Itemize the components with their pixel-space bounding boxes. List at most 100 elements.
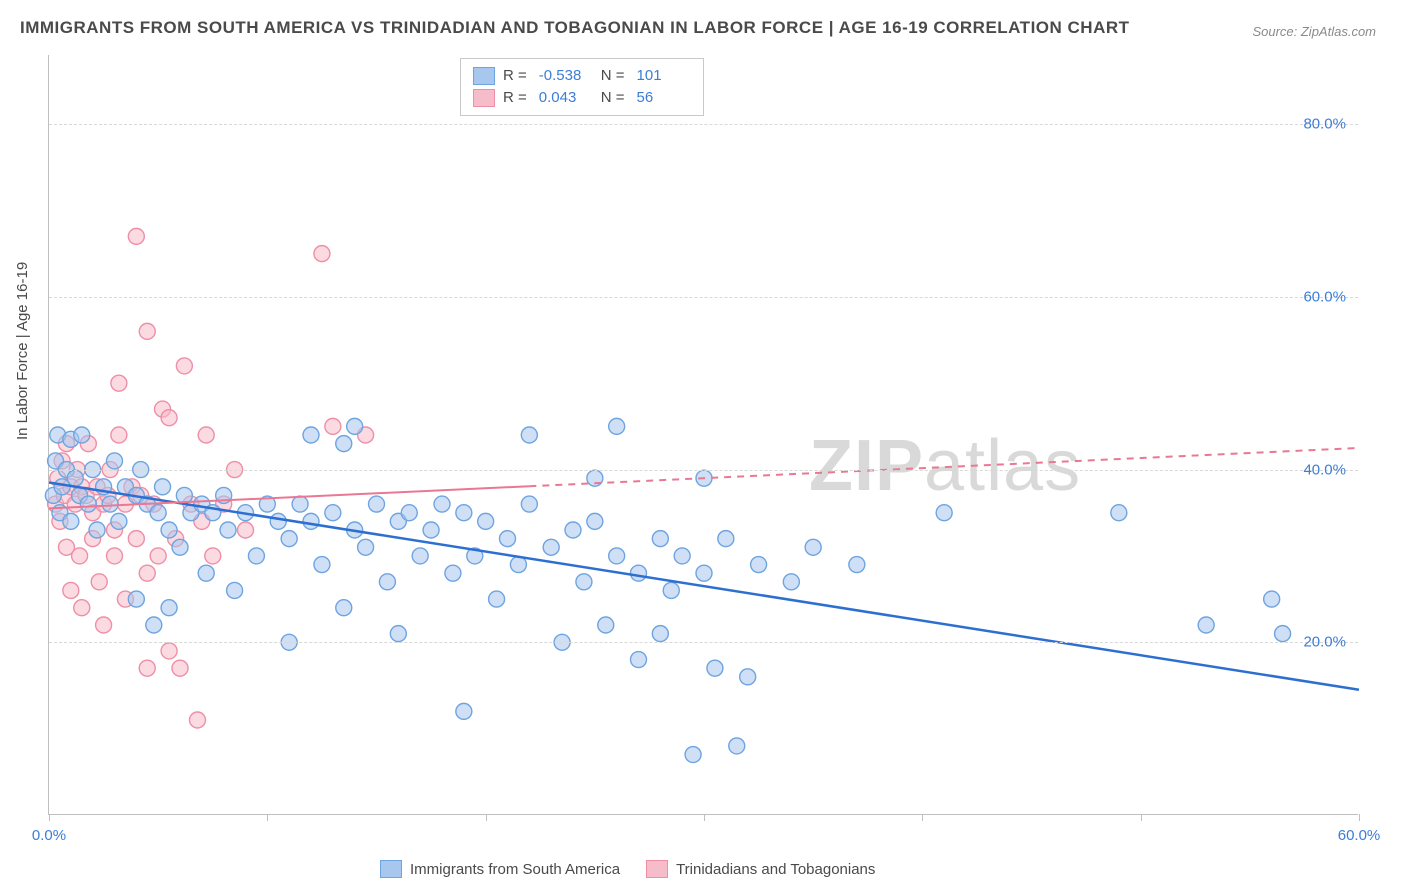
n-label: N = xyxy=(601,87,625,109)
scatter-point xyxy=(111,513,127,529)
r-label: R = xyxy=(503,65,527,87)
scatter-point xyxy=(303,427,319,443)
scatter-point xyxy=(111,427,127,443)
scatter-point xyxy=(805,539,821,555)
scatter-point xyxy=(609,418,625,434)
scatter-point xyxy=(161,600,177,616)
scatter-point xyxy=(369,496,385,512)
scatter-point xyxy=(128,531,144,547)
scatter-point xyxy=(67,470,83,486)
x-tick-label: 0.0% xyxy=(32,827,66,844)
scatter-point xyxy=(161,410,177,426)
legend-label-b: Trinidadians and Tobagonians xyxy=(676,861,875,878)
scatter-point xyxy=(663,582,679,598)
trend-line xyxy=(49,483,1359,690)
scatter-point xyxy=(220,522,236,538)
scatter-point xyxy=(751,557,767,573)
legend-swatch-pink xyxy=(646,860,668,878)
r-label: R = xyxy=(503,87,527,109)
scatter-point xyxy=(576,574,592,590)
legend-label-a: Immigrants from South America xyxy=(410,861,620,878)
legend-row-series-a: R = -0.538 N = 101 xyxy=(473,65,691,87)
scatter-point xyxy=(718,531,734,547)
scatter-point xyxy=(205,548,221,564)
scatter-point xyxy=(685,747,701,763)
scatter-point xyxy=(358,539,374,555)
scatter-point xyxy=(740,669,756,685)
scatter-point xyxy=(729,738,745,754)
legend-swatch-blue xyxy=(380,860,402,878)
scatter-point xyxy=(543,539,559,555)
scatter-point xyxy=(598,617,614,633)
plot-area: ZIPatlas 20.0%40.0%60.0%80.0%0.0%60.0% xyxy=(48,55,1358,815)
scatter-point xyxy=(128,591,144,607)
scatter-point xyxy=(631,652,647,668)
scatter-point xyxy=(139,323,155,339)
scatter-point xyxy=(707,660,723,676)
scatter-point xyxy=(500,531,516,547)
scatter-point xyxy=(423,522,439,538)
chart-title: IMMIGRANTS FROM SOUTH AMERICA VS TRINIDA… xyxy=(20,18,1130,38)
scatter-point xyxy=(248,548,264,564)
scatter-point xyxy=(336,600,352,616)
scatter-point xyxy=(631,565,647,581)
scatter-point xyxy=(227,582,243,598)
legend-swatch-pink xyxy=(473,89,495,107)
source-label: Source: ZipAtlas.com xyxy=(1252,24,1376,39)
scatter-point xyxy=(587,513,603,529)
scatter-point xyxy=(674,548,690,564)
scatter-point xyxy=(189,712,205,728)
scatter-point xyxy=(74,427,90,443)
legend-swatch-blue xyxy=(473,67,495,85)
scatter-point xyxy=(102,496,118,512)
scatter-point xyxy=(303,513,319,529)
scatter-point xyxy=(336,436,352,452)
scatter-point xyxy=(401,505,417,521)
scatter-point xyxy=(111,375,127,391)
scatter-point xyxy=(936,505,952,521)
scatter-point xyxy=(314,557,330,573)
scatter-point xyxy=(1111,505,1127,521)
scatter-point xyxy=(696,565,712,581)
scatter-point xyxy=(849,557,865,573)
scatter-point xyxy=(172,660,188,676)
r-value-a: -0.538 xyxy=(539,65,593,87)
scatter-point xyxy=(456,505,472,521)
scatter-point xyxy=(150,505,166,521)
legend-row-series-b: R = 0.043 N = 56 xyxy=(473,87,691,109)
scatter-point xyxy=(139,660,155,676)
scatter-point xyxy=(434,496,450,512)
scatter-point xyxy=(238,522,254,538)
trend-line-dashed xyxy=(529,448,1359,486)
legend-item-b: Trinidadians and Tobagonians xyxy=(646,860,875,878)
scatter-point xyxy=(161,643,177,659)
scatter-point xyxy=(1264,591,1280,607)
scatter-point xyxy=(565,522,581,538)
scatter-point xyxy=(412,548,428,564)
scatter-point xyxy=(489,591,505,607)
scatter-point xyxy=(347,418,363,434)
y-tick-label: 40.0% xyxy=(1303,461,1346,478)
scatter-point xyxy=(107,453,123,469)
scatter-point xyxy=(96,617,112,633)
scatter-point xyxy=(609,548,625,564)
scatter-point xyxy=(652,531,668,547)
n-label: N = xyxy=(601,65,625,87)
legend-item-a: Immigrants from South America xyxy=(380,860,620,878)
scatter-point xyxy=(783,574,799,590)
scatter-point xyxy=(1198,617,1214,633)
scatter-point xyxy=(128,228,144,244)
scatter-point xyxy=(270,513,286,529)
scatter-point xyxy=(510,557,526,573)
legend-series: Immigrants from South America Trinidadia… xyxy=(380,860,875,878)
scatter-point xyxy=(89,522,105,538)
scatter-point xyxy=(63,582,79,598)
scatter-point xyxy=(314,246,330,262)
scatter-point xyxy=(139,565,155,581)
scatter-point xyxy=(292,496,308,512)
scatter-point xyxy=(456,703,472,719)
scatter-point xyxy=(521,496,537,512)
scatter-point xyxy=(325,418,341,434)
scatter-point xyxy=(155,479,171,495)
scatter-point xyxy=(1275,626,1291,642)
